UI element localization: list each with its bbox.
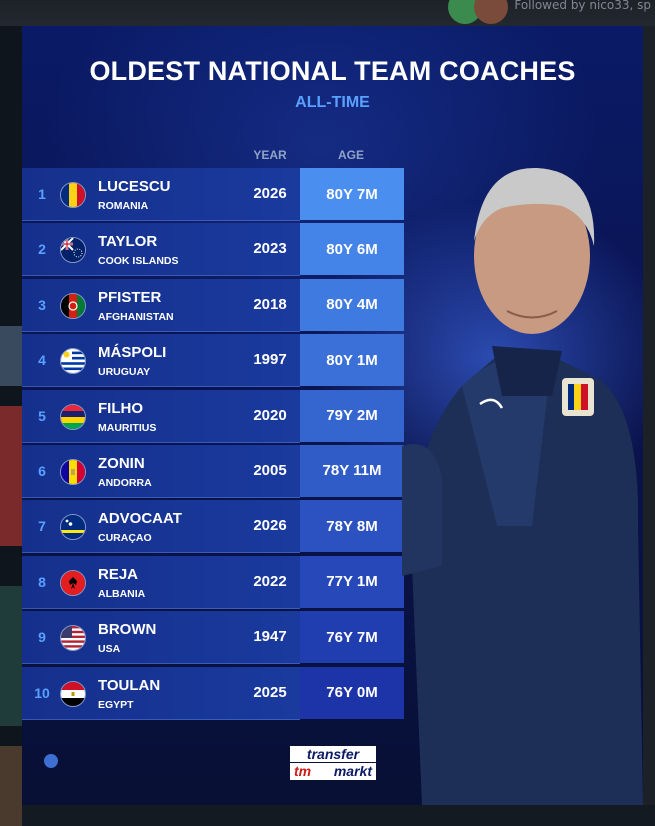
cook-islands-flag-icon bbox=[60, 237, 86, 264]
logo-line2: markt bbox=[333, 763, 372, 779]
logo-mark-icon: tm bbox=[294, 763, 312, 779]
coach-name: REJA bbox=[98, 565, 139, 583]
graphic-subtitle: ALL-TIME bbox=[295, 94, 370, 111]
coach-year: 2020 bbox=[253, 406, 287, 424]
rank-number: 2 bbox=[38, 241, 46, 258]
coach-age: 76Y 7M bbox=[300, 611, 404, 664]
romania-flag-icon bbox=[60, 182, 86, 208]
andorra-flag-icon bbox=[60, 458, 86, 485]
table-row: 10 TOULAN EGYPT 2025 76Y 0M bbox=[22, 666, 404, 722]
feed-right-neighbor bbox=[643, 26, 655, 805]
coach-age: 80Y 4M bbox=[300, 278, 404, 331]
neighbor-thumbnail[interactable] bbox=[0, 746, 22, 826]
neighbor-thumbnail[interactable] bbox=[0, 586, 22, 726]
rank-number: 4 bbox=[38, 352, 46, 369]
coach-year: 2022 bbox=[253, 572, 287, 590]
rank-number: 10 bbox=[34, 684, 50, 701]
coach-year: 2005 bbox=[253, 461, 287, 479]
feed-header-strip: Followed by nico33, sp bbox=[0, 0, 655, 26]
coach-name: TOULAN bbox=[98, 676, 161, 694]
coach-name: BROWN bbox=[98, 621, 157, 639]
rank-number: 8 bbox=[38, 573, 46, 590]
coach-age: 76Y 0M bbox=[300, 666, 404, 719]
rank-number: 5 bbox=[38, 407, 46, 424]
coach-age: 80Y 6M bbox=[300, 223, 404, 276]
logo-line1: transfer bbox=[290, 746, 376, 762]
coach-name: FILHO bbox=[98, 399, 143, 417]
coach-name: ZONIN bbox=[98, 454, 145, 472]
rank-number: 3 bbox=[38, 296, 46, 313]
transfermarkt-logo: transfer tm markt bbox=[290, 746, 376, 780]
coach-name: ADVOCAAT bbox=[98, 510, 182, 528]
rank-number: 7 bbox=[38, 518, 46, 535]
coach-country: URUGUAY bbox=[98, 366, 151, 379]
table-row: 9 BROWN USA 1947 76Y 7M bbox=[22, 611, 404, 666]
logo-line2-container: tm markt bbox=[290, 763, 376, 780]
coach-country: MAURITIUS bbox=[98, 421, 157, 434]
column-header-year: YEAR bbox=[253, 148, 287, 162]
coach-country: CURAÇAO bbox=[98, 532, 152, 545]
graphic-card[interactable]: OLDEST NATIONAL TEAM COACHES ALL-TIME YE… bbox=[22, 26, 643, 805]
table-row: 3 PFISTER AFGHANISTAN 2018 80Y 4M bbox=[22, 278, 404, 334]
table-row: 8 REJA ALBANIA 2022 77Y 1M bbox=[22, 555, 404, 611]
mauritius-flag-icon bbox=[60, 403, 86, 430]
coach-photo bbox=[402, 167, 643, 805]
afghanistan-flag-icon bbox=[60, 292, 86, 319]
coach-country: ROMANIA bbox=[98, 200, 149, 212]
table-row: 2 TAYLOR COOK ISLANDS 2023 80Y 6M bbox=[22, 223, 404, 278]
usa-flag-icon bbox=[60, 625, 86, 652]
followed-by-text[interactable]: Followed by nico33, sp bbox=[514, 0, 651, 12]
rank-number: 6 bbox=[38, 462, 46, 479]
coach-country: EGYPT bbox=[98, 698, 134, 711]
coach-year: 1947 bbox=[253, 628, 287, 646]
uruguay-flag-icon bbox=[60, 348, 86, 375]
curacao-flag-icon bbox=[60, 514, 86, 541]
coach-age: 78Y 8M bbox=[300, 500, 404, 553]
table-row: 4 MÁSPOLI URUGUAY 1997 80Y 1M bbox=[22, 334, 404, 389]
coach-name: MÁSPOLI bbox=[98, 344, 167, 362]
coach-country: ALBANIA bbox=[98, 587, 146, 600]
neighbor-thumbnail[interactable] bbox=[0, 326, 22, 386]
coaches-table: 1 LUCESCU ROMANIA 2026 80Y 7M 2 TAYLOR C… bbox=[22, 168, 404, 722]
table-row: 7 ADVOCAAT CURAÇAO 2026 78Y 8M bbox=[22, 500, 404, 555]
coach-name: TAYLOR bbox=[98, 233, 158, 251]
coach-age: 80Y 7M bbox=[300, 168, 404, 220]
table-row: 1 LUCESCU ROMANIA 2026 80Y 7M bbox=[22, 168, 404, 223]
coach-country: AFGHANISTAN bbox=[98, 310, 174, 323]
coach-year: 1997 bbox=[253, 351, 287, 369]
coach-country: COOK ISLANDS bbox=[98, 255, 179, 268]
coach-name: LUCESCU bbox=[98, 178, 171, 195]
rank-number: 9 bbox=[38, 629, 46, 646]
coach-age: 80Y 1M bbox=[300, 334, 404, 387]
graphic-title: OLDEST NATIONAL TEAM COACHES bbox=[89, 56, 576, 86]
table-row: 6 ZONIN ANDORRA 2005 78Y 11M bbox=[22, 444, 404, 500]
coach-name: PFISTER bbox=[98, 288, 162, 306]
coach-year: 2023 bbox=[253, 240, 287, 258]
avatar[interactable] bbox=[474, 0, 508, 24]
albania-flag-icon bbox=[60, 569, 86, 596]
coach-year: 2026 bbox=[253, 517, 287, 535]
coach-country: ANDORRA bbox=[98, 476, 152, 489]
coach-age: 77Y 1M bbox=[300, 555, 404, 608]
rank-number: 1 bbox=[38, 186, 46, 202]
coach-year: 2025 bbox=[253, 683, 287, 701]
page-indicator-dot bbox=[44, 754, 58, 768]
column-header-age: AGE bbox=[337, 148, 364, 162]
coach-age: 78Y 11M bbox=[300, 444, 404, 497]
feed-left-neighbor bbox=[0, 26, 22, 826]
coach-age: 79Y 2M bbox=[300, 389, 404, 442]
neighbor-thumbnail[interactable] bbox=[0, 406, 22, 546]
row-main-cell bbox=[22, 500, 300, 554]
coach-year: 2018 bbox=[253, 295, 287, 313]
egypt-flag-icon bbox=[60, 680, 86, 707]
coach-country: USA bbox=[98, 643, 121, 656]
table-row: 5 FILHO MAURITIUS 2020 79Y 2M bbox=[22, 389, 404, 445]
coach-year: 2026 bbox=[253, 185, 287, 202]
